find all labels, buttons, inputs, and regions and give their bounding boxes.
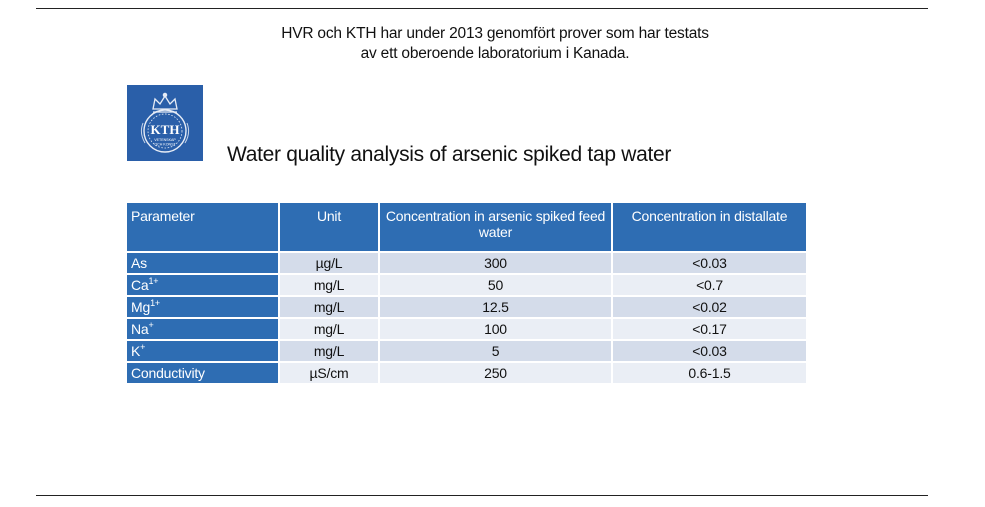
table-row: Conductivity µS/cm 250 0.6-1.5	[127, 363, 808, 385]
unit-cell: mg/L	[280, 297, 380, 319]
feed-cell: 250	[380, 363, 613, 385]
parameter-cell: K+	[127, 341, 280, 363]
feed-cell: 5	[380, 341, 613, 363]
parameter-cell: Na+	[127, 319, 280, 341]
unit-cell: mg/L	[280, 275, 380, 297]
svg-text:KTH: KTH	[151, 122, 180, 137]
distillate-cell: <0.17	[613, 319, 808, 341]
parameter-cell: Mg1+	[127, 297, 280, 319]
unit-cell: mg/L	[280, 341, 380, 363]
table-row: Ca1+ mg/L 50 <0.7	[127, 275, 808, 297]
header-unit: Unit	[280, 203, 380, 253]
table-row: As µg/L 300 <0.03	[127, 253, 808, 275]
unit-cell: µS/cm	[280, 363, 380, 385]
feed-cell: 100	[380, 319, 613, 341]
table-row: K+ mg/L 5 <0.03	[127, 341, 808, 363]
feed-cell: 50	[380, 275, 613, 297]
intro-text: HVR och KTH har under 2013 genomfört pro…	[130, 24, 860, 64]
parameter-cell: As	[127, 253, 280, 275]
header-feed-concentration: Concentration in arsenic spiked feed wat…	[380, 203, 613, 253]
svg-text:OCH KONST: OCH KONST	[154, 143, 176, 147]
kth-seal-icon: KTH VETENSKAP OCH KONST	[127, 85, 203, 161]
slide-title: Water quality analysis of arsenic spiked…	[227, 143, 672, 166]
distillate-cell: <0.7	[613, 275, 808, 297]
distillate-cell: 0.6-1.5	[613, 363, 808, 385]
parameter-cell: Conductivity	[127, 363, 280, 385]
top-divider	[36, 8, 928, 9]
bottom-divider	[36, 495, 928, 496]
intro-line-1: HVR och KTH har under 2013 genomfört pro…	[281, 25, 709, 42]
distillate-cell: <0.02	[613, 297, 808, 319]
unit-cell: µg/L	[280, 253, 380, 275]
distillate-cell: <0.03	[613, 341, 808, 363]
table-header-row: Parameter Unit Concentration in arsenic …	[127, 203, 808, 253]
parameter-cell: Ca1+	[127, 275, 280, 297]
kth-logo: KTH VETENSKAP OCH KONST	[127, 85, 203, 161]
distillate-cell: <0.03	[613, 253, 808, 275]
header-parameter: Parameter	[127, 203, 280, 253]
svg-text:VETENSKAP: VETENSKAP	[154, 138, 176, 142]
intro-line-2: av ett oberoende laboratorium i Kanada.	[360, 45, 630, 62]
header-distillate-concentration: Concentration in distallate	[613, 203, 808, 253]
water-quality-table: Parameter Unit Concentration in arsenic …	[127, 203, 808, 385]
feed-cell: 300	[380, 253, 613, 275]
table-row: Mg1+ mg/L 12.5 <0.02	[127, 297, 808, 319]
feed-cell: 12.5	[380, 297, 613, 319]
unit-cell: mg/L	[280, 319, 380, 341]
table-row: Na+ mg/L 100 <0.17	[127, 319, 808, 341]
